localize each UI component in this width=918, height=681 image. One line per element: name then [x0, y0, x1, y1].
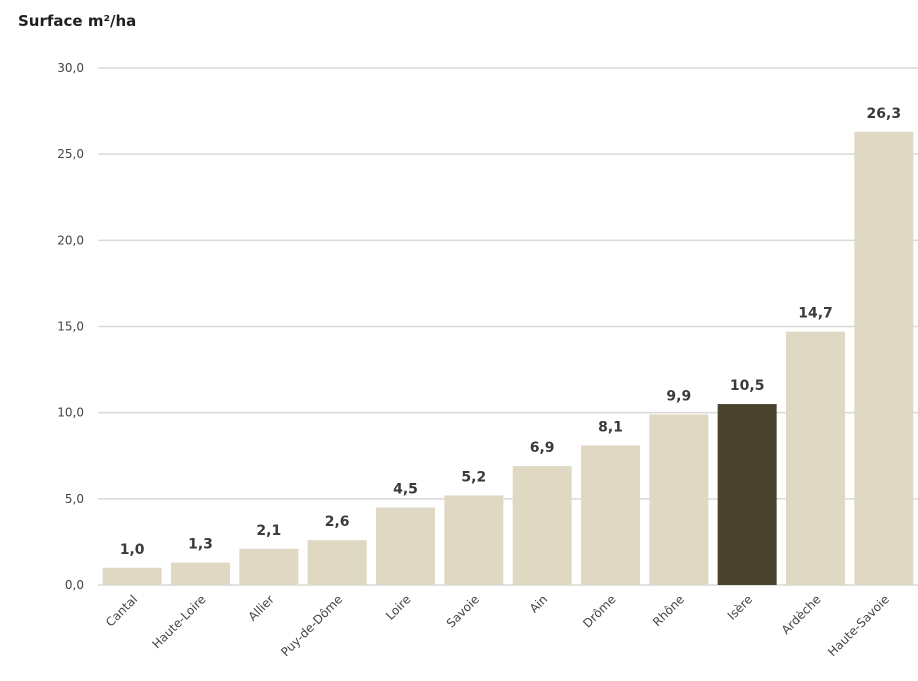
y-tick-label: 20,0	[57, 233, 84, 247]
bar	[171, 562, 230, 585]
bar	[444, 495, 504, 585]
bar	[649, 414, 709, 585]
x-tick-label: Puy-de-Dôme	[278, 592, 345, 659]
chart-title: Surface m²/ha	[18, 12, 137, 30]
x-axis-categories: Cantal Haute-Loire Allier Puy-de-Dôme Loire S…	[103, 592, 892, 659]
y-axis-ticks: 0,0 5,0 10,0 15,0 20,0 25,0 30,0	[57, 61, 84, 592]
bar	[512, 466, 572, 585]
bar	[376, 507, 435, 585]
data-label: 1,3	[188, 537, 213, 553]
x-tick-label: Cantal	[103, 592, 140, 629]
x-tick-label: Isère	[725, 592, 756, 623]
data-label: 2,6	[325, 514, 350, 530]
x-tick-label: Allier	[245, 592, 277, 624]
bar	[239, 548, 299, 585]
y-tick-label: 15,0	[57, 320, 84, 334]
bar	[717, 404, 777, 585]
bar	[854, 131, 914, 585]
bar	[307, 540, 367, 585]
y-tick-label: 25,0	[57, 147, 84, 161]
data-label: 6,9	[530, 440, 555, 456]
data-labels: 1,0 1,3 2,1 2,6 4,5 5,2 6,9 8,1 9,9 10,5 14,7 26,3	[120, 106, 901, 558]
y-tick-label: 30,0	[57, 61, 84, 75]
data-label: 8,1	[598, 419, 623, 435]
bar	[786, 331, 845, 585]
data-label: 2,1	[256, 523, 281, 539]
data-label: 14,7	[798, 306, 833, 322]
x-tick-label: Haute-Loire	[150, 592, 209, 651]
x-tick-label: Haute-Savoie	[825, 592, 892, 659]
x-tick-label: Savoie	[444, 592, 482, 630]
gridlines	[98, 67, 918, 586]
data-label: 10,5	[730, 378, 765, 394]
x-tick-label: Drôme	[580, 592, 618, 630]
y-tick-label: 10,0	[57, 406, 84, 420]
x-tick-label: Ain	[527, 592, 550, 615]
bar	[102, 567, 162, 585]
y-tick-label: 0,0	[65, 578, 84, 592]
data-label: 26,3	[867, 106, 902, 122]
data-label: 1,0	[120, 542, 145, 558]
bar	[581, 445, 640, 585]
y-tick-label: 5,0	[65, 492, 84, 506]
bars	[102, 131, 914, 585]
x-tick-label: Rhône	[650, 592, 687, 629]
x-tick-label: Ardèche	[779, 592, 824, 637]
x-tick-label: Loire	[383, 592, 414, 623]
data-label: 9,9	[666, 388, 691, 404]
data-label: 5,2	[461, 469, 486, 485]
data-label: 4,5	[393, 481, 418, 497]
